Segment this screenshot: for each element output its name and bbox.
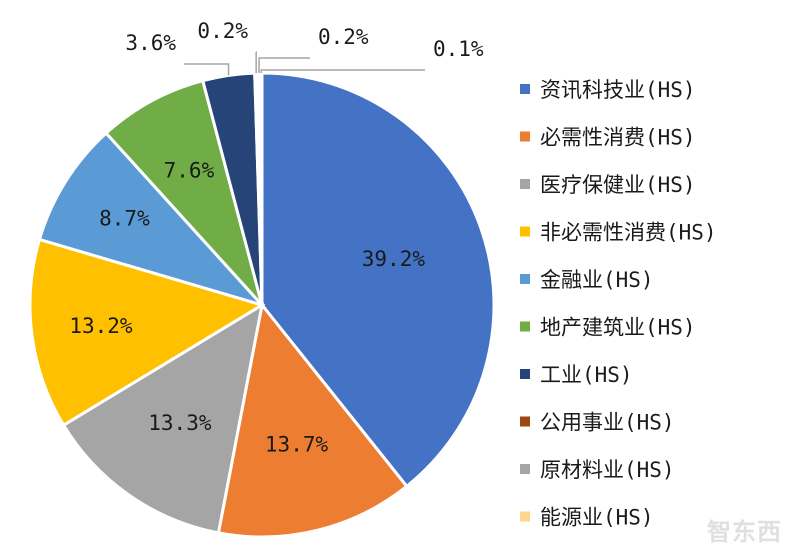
legend-label-1: 资讯科技业(HS) (540, 78, 696, 102)
pie-slices (30, 73, 494, 537)
legend-swatch-2 (520, 132, 530, 142)
slice-9-leader-line (259, 58, 310, 73)
slice-10-wedge (261, 73, 262, 305)
legend-label-7: 工业(HS) (540, 363, 633, 387)
legend-swatch-5 (520, 274, 530, 284)
legend-label-9: 原材料业(HS) (540, 458, 675, 482)
slice-8-label: 0.2% (197, 19, 248, 43)
slice-5-label: 8.7% (99, 207, 150, 231)
legend-swatch-9 (520, 464, 530, 474)
legend-label-6: 地产建筑业(HS) (540, 316, 696, 340)
legend-label-2: 必需性消费(HS) (540, 126, 696, 150)
leader-lines (184, 52, 425, 75)
legend-swatch-6 (520, 322, 530, 332)
legend-swatch-4 (520, 227, 530, 237)
legend-swatch-3 (520, 179, 530, 189)
legend-swatch-8 (520, 417, 530, 427)
slice-10-label: 0.1% (433, 37, 484, 61)
slice-2-label: 13.7% (265, 433, 329, 457)
legend-label-4: 非必需性消费(HS) (540, 221, 717, 245)
watermark-logo: 智东西 (707, 512, 782, 547)
slice-9-label: 0.2% (318, 25, 369, 49)
slice-6-label: 7.6% (164, 158, 215, 182)
legend-swatch-1 (520, 84, 530, 94)
slice-1-label: 39.2% (362, 247, 426, 271)
legend-swatch-7 (520, 369, 530, 379)
slice-10-leader-line (261, 70, 425, 73)
legend-label-8: 公用事业(HS) (540, 411, 675, 435)
legend-label-10: 能源业(HS) (540, 506, 654, 530)
legend-label-5: 金融业(HS) (540, 268, 654, 292)
legend-swatch-10 (520, 512, 530, 522)
legend: 资讯科技业(HS) 必需性消费(HS) 医疗保健业(HS) 非必需性消费(HS) 金融业… (520, 78, 717, 530)
slice-4-label: 13.2% (69, 314, 133, 338)
slice-7-label: 3.6% (125, 31, 176, 55)
legend-label-3: 医疗保健业(HS) (540, 173, 696, 197)
slice-3-label: 13.3% (148, 411, 212, 435)
slice-7-leader-line (184, 64, 229, 75)
